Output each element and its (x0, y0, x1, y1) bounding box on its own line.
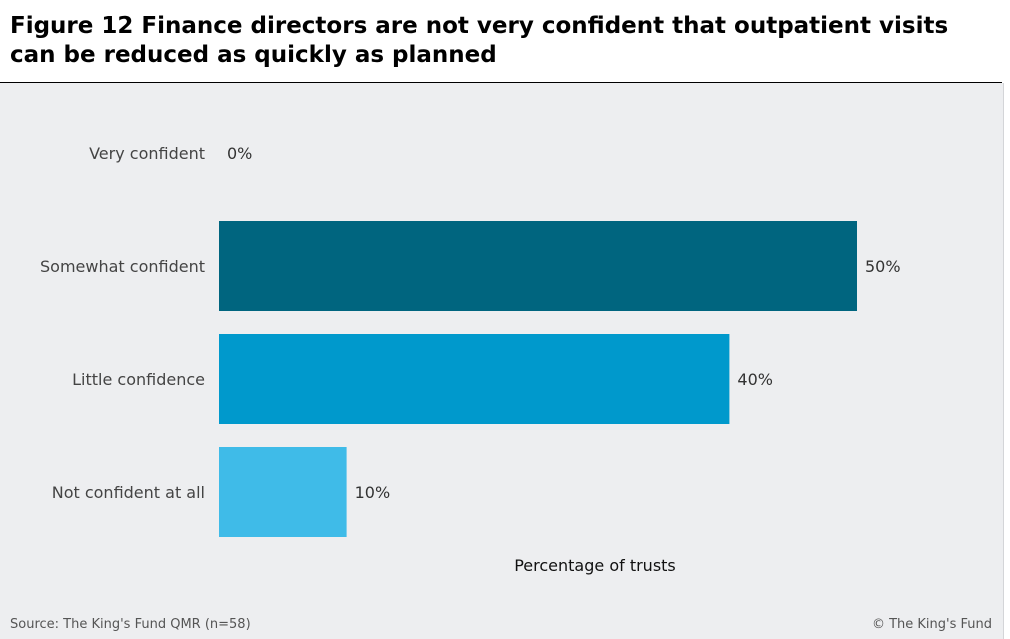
category-label: Not confident at all (52, 483, 205, 502)
bar (219, 447, 347, 537)
bars-layer (219, 221, 857, 537)
category-label: Little confidence (72, 370, 205, 389)
bar (219, 334, 730, 424)
data-label: 50% (865, 257, 901, 276)
x-axis-label: Percentage of trusts (514, 556, 676, 575)
labels-layer: Very confident 0% Somewhat confident 50% Lit… (40, 144, 901, 502)
source-note: Source: The King's Fund QMR (n=58) (10, 617, 251, 632)
data-label: 0% (227, 144, 252, 163)
chart-title: Figure 12 Finance directors are not very… (10, 13, 949, 68)
panel-edge-divider (1003, 83, 1004, 639)
title-divider (0, 82, 1002, 83)
data-label: 10% (355, 483, 391, 502)
category-label: Very confident (89, 144, 205, 163)
copyright-note: © The King's Fund (871, 617, 992, 632)
bar (219, 221, 857, 311)
category-label: Somewhat confident (40, 257, 205, 276)
data-label: 40% (737, 370, 773, 389)
